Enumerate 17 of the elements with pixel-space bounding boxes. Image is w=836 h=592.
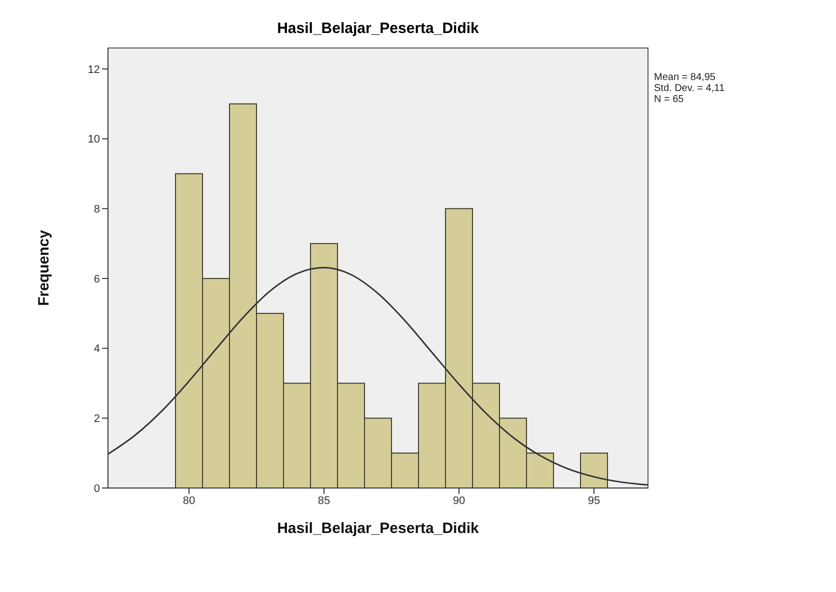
text: N = 65: [654, 94, 685, 105]
x-tick-label: 80: [182, 494, 196, 507]
x-tick-label: 85: [318, 494, 330, 507]
y-tick-label: 4: [94, 343, 100, 356]
chart-title: Hasil_Belajar_Peserta_Didik: [276, 20, 480, 37]
y-axis-title: Frequency: [35, 229, 52, 306]
text: Std. Dev. = 4,11: [654, 83, 725, 94]
x-axis-title: Hasil_Belajar_Peserta_Didik: [277, 520, 480, 537]
y-tick-label: 2: [94, 413, 100, 426]
x-tick-label: 90: [452, 494, 466, 507]
y-tick-label: 8: [94, 204, 100, 216]
y-tick-label: 10: [88, 134, 100, 146]
y-tick-label: 6: [94, 273, 100, 286]
y-tick-label: 12: [88, 64, 100, 76]
text: Mean = 84,95: [654, 72, 716, 83]
y-tick-label: 0: [94, 482, 100, 495]
x-tick-label: 95: [588, 494, 600, 507]
